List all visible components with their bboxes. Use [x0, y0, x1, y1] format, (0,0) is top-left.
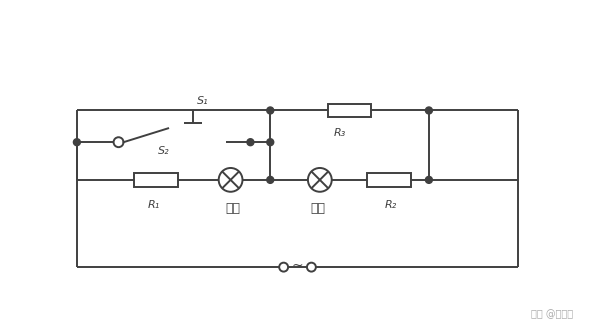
Circle shape: [267, 177, 274, 183]
Text: S₁: S₁: [197, 96, 209, 107]
Bar: [328, 104, 371, 117]
Text: ~: ~: [292, 259, 304, 273]
Text: 红灯: 红灯: [310, 202, 325, 215]
Circle shape: [425, 107, 433, 114]
Circle shape: [73, 139, 80, 146]
Circle shape: [247, 139, 254, 146]
Circle shape: [425, 177, 433, 183]
Text: S₂: S₂: [158, 146, 170, 156]
Text: R₂: R₂: [385, 200, 397, 210]
Text: R₁: R₁: [148, 200, 160, 210]
Circle shape: [307, 263, 316, 272]
Bar: [367, 173, 411, 187]
Circle shape: [308, 168, 332, 192]
Text: R₃: R₃: [334, 128, 346, 138]
Text: 知乎 @路人乙: 知乎 @路人乙: [530, 309, 572, 319]
Circle shape: [267, 107, 274, 114]
Circle shape: [279, 263, 288, 272]
Circle shape: [218, 168, 242, 192]
Text: 黄灯: 黄灯: [225, 202, 240, 215]
Circle shape: [267, 139, 274, 146]
Bar: [134, 173, 178, 187]
Circle shape: [113, 137, 124, 147]
